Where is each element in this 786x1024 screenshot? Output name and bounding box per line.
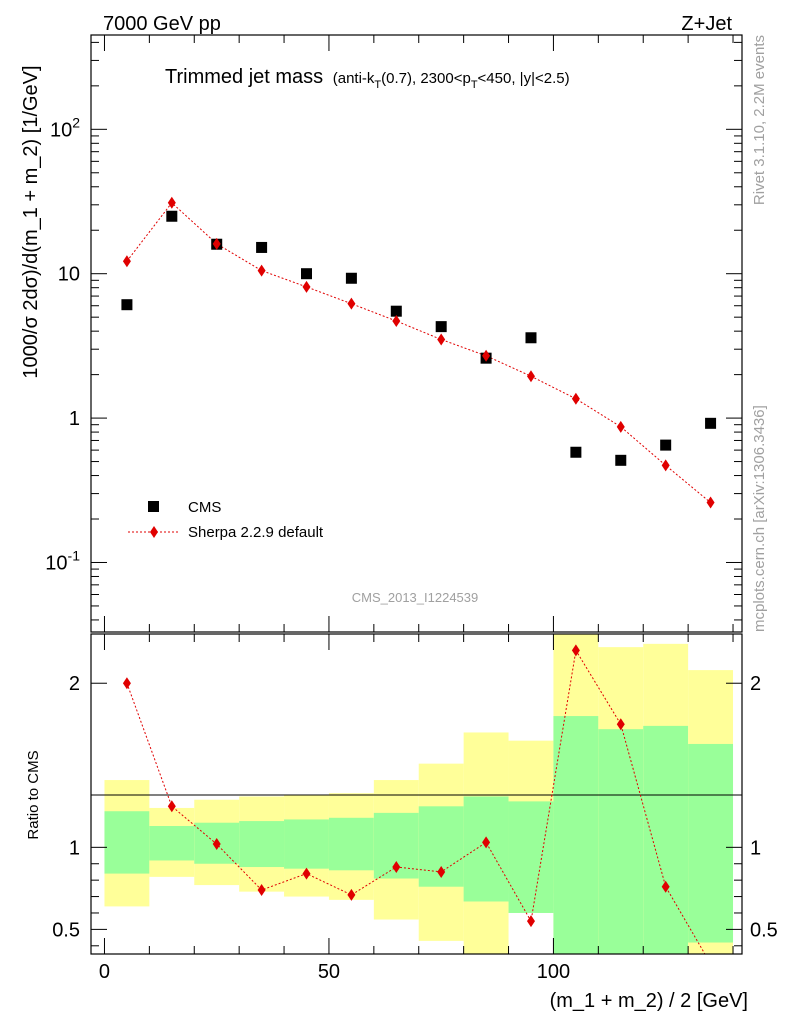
band-inner	[149, 826, 195, 861]
plot-title-sub-d: T	[471, 79, 478, 91]
ratio-mc-point	[437, 865, 446, 878]
cms-point	[121, 299, 133, 311]
band-inner	[643, 725, 689, 954]
band-inner	[328, 817, 374, 871]
band-inner	[598, 729, 644, 954]
band-inner	[553, 716, 599, 954]
cms-point	[570, 446, 582, 458]
plot-title-sub-c: (0.7), 2300<p	[381, 70, 471, 87]
cms-point	[615, 454, 627, 466]
source-text: mcplots.cern.ch [arXiv:1306.3436]	[751, 405, 768, 632]
mc-point	[392, 315, 401, 328]
header-left: 7000 GeV pp	[103, 13, 221, 35]
ratio-panel: 0.5 0.5 1 1 2 2 0 50 100 Ratio to CMS (m_1 + m_2…	[25, 633, 778, 1012]
mc-point	[167, 196, 176, 209]
cms-point	[256, 241, 268, 253]
cms-point	[705, 417, 717, 429]
plot-title-sub-e: <450, |y|<2.5)	[478, 70, 570, 87]
ratio-mc-point	[571, 644, 580, 657]
ratio-mc-point	[212, 838, 221, 851]
legend-label-sherpa: Sherpa 2.2.9 default	[188, 524, 324, 541]
mc-point	[347, 297, 356, 310]
ratio-y-tick-label-left: 0.5	[52, 919, 80, 941]
ratio-clip-group	[122, 644, 706, 954]
ratio-tick-labels: 0.5 0.5 1 1 2 2 0 50 100	[52, 673, 778, 983]
cms-point	[390, 305, 402, 317]
ratio-y-tick-label-right: 1	[750, 837, 761, 859]
mc-point	[302, 280, 311, 293]
cms-point	[301, 268, 313, 280]
ratio-mc-point	[482, 836, 491, 849]
legend: CMS Sherpa 2.2.9 default	[128, 499, 324, 541]
legend-marker-sherpa	[150, 526, 158, 538]
cms-point	[435, 321, 447, 333]
band-inner	[104, 811, 150, 874]
x-tick-label: 50	[318, 961, 340, 983]
ratio-mc-point	[302, 867, 311, 880]
ratio-mc-point	[392, 861, 401, 874]
mc-point	[661, 459, 670, 472]
ratio-mc-point	[122, 677, 131, 690]
ratio-ticks	[91, 634, 742, 954]
rivet-version-text: Rivet 3.1.10, 2.2M events	[751, 35, 768, 205]
main-ytick-labels: 10-1 1 10 102	[45, 114, 80, 574]
ratio-mc-point	[661, 880, 670, 893]
main-frame	[90, 34, 743, 633]
mc-point	[571, 392, 580, 405]
plot-title-main: Trimmed jet mass	[165, 66, 323, 88]
x-axis-label: (m_1 + m_2) / 2 [GeV]	[550, 990, 748, 1012]
y-tick-label: 10-1	[45, 547, 80, 574]
cms-point	[525, 332, 537, 344]
band-inner	[463, 796, 509, 902]
band-inner	[284, 819, 329, 869]
ratio-mc-point	[347, 888, 356, 901]
x-tick-label: 0	[99, 961, 110, 983]
ratio-mc-point	[167, 800, 176, 813]
mc-point	[257, 264, 266, 277]
ratio-marks	[122, 644, 706, 954]
ratio-bands	[104, 634, 734, 954]
ratio-mc-line	[126, 648, 706, 954]
main-ticks	[91, 35, 742, 632]
plot-title-sub-a: (anti-k	[333, 70, 375, 87]
mc-point	[706, 496, 715, 509]
x-tick-label: 100	[537, 961, 570, 983]
band-inner	[508, 801, 554, 913]
cms-point	[166, 210, 178, 222]
mc-point	[122, 255, 131, 268]
y-tick-label: 1	[69, 408, 80, 430]
ratio-frame	[90, 633, 743, 955]
y-axis-label: 1000/σ 2dσ)/d(m_1 + m_2) [1/GeV]	[20, 65, 42, 378]
cms-point	[660, 439, 672, 451]
y-tick-label: 102	[50, 114, 80, 141]
ratio-y-tick-label-left: 1	[69, 837, 80, 859]
mc-point	[616, 420, 625, 433]
ratio-mc-point	[257, 884, 266, 896]
ratio-y-tick-label-right: 0.5	[750, 919, 778, 941]
main-marks	[121, 196, 717, 509]
header-right: Z+Jet	[681, 13, 732, 35]
legend-marker-cms	[148, 501, 159, 512]
band-inner	[688, 743, 734, 943]
band-inner	[239, 821, 285, 868]
ratio-mc-point	[616, 718, 625, 731]
ratio-y-axis-label: Ratio to CMS	[25, 750, 42, 839]
mc-point	[482, 349, 491, 362]
plot-title-sub-b: T	[374, 79, 381, 91]
cms-point	[345, 272, 357, 284]
mc-point	[437, 333, 446, 346]
mc-point	[212, 237, 221, 250]
ratio-y-tick-label-left: 2	[69, 673, 80, 695]
plot-title: Trimmed jet mass (anti-kT(0.7), 2300<pT<…	[165, 66, 570, 91]
y-tick-label: 10	[58, 264, 80, 286]
ratio-y-tick-label-right: 2	[750, 673, 761, 695]
ratio-mc-point	[526, 915, 535, 928]
analysis-watermark: CMS_2013_I1224539	[352, 590, 479, 605]
mc-point	[526, 370, 535, 383]
legend-label-cms: CMS	[188, 499, 221, 516]
